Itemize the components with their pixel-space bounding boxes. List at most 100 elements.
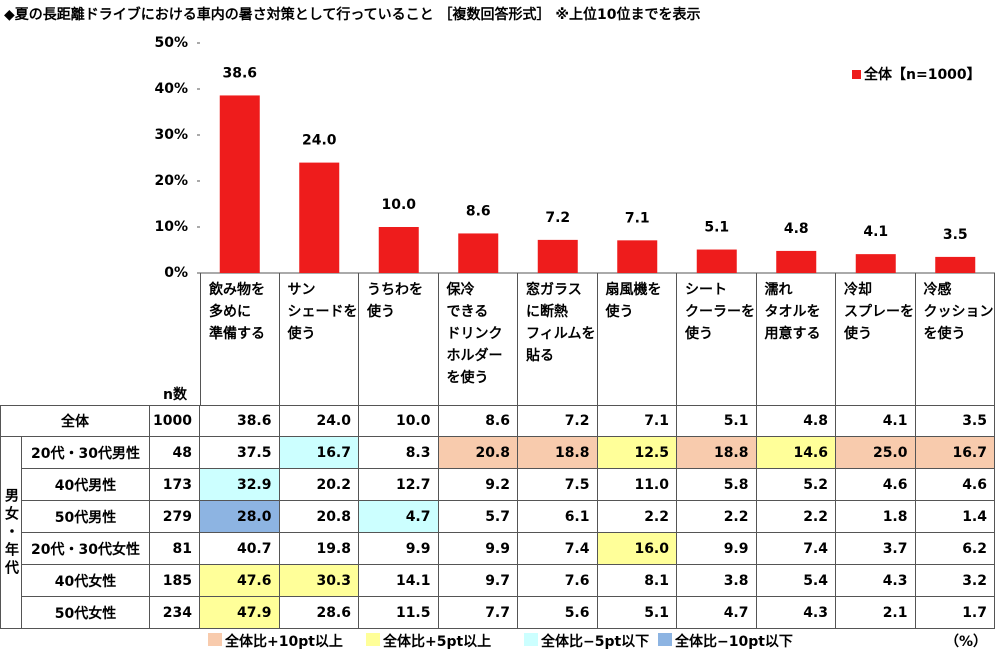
table-value: 4.7 <box>359 501 439 533</box>
n-value: 1000 <box>150 405 200 437</box>
legend-label: 全体比+5pt以上 <box>383 634 492 650</box>
table-value: 37.5 <box>200 437 280 469</box>
value-label: 7.1 <box>625 210 650 226</box>
table-value: 4.7 <box>677 597 757 629</box>
value-label: 8.6 <box>466 203 491 219</box>
table-value: 3.5 <box>915 405 995 437</box>
table-value: 16.0 <box>597 533 677 565</box>
table-value: 12.7 <box>359 469 439 501</box>
table-value: 5.8 <box>677 469 757 501</box>
table-value: 4.6 <box>915 469 995 501</box>
n-value: 81 <box>150 533 200 565</box>
table-value: 38.6 <box>200 405 280 437</box>
bar <box>537 239 578 273</box>
table-value: 7.5 <box>518 469 598 501</box>
value-label: 38.6 <box>222 65 257 81</box>
table-value: 2.2 <box>677 501 757 533</box>
legend-label: 全体【n=1000】 <box>863 66 981 83</box>
group-label: 男女・年代 <box>0 437 22 629</box>
table-value: 18.8 <box>518 437 598 469</box>
table-value: 6.2 <box>915 533 995 565</box>
table-value: 7.4 <box>756 533 836 565</box>
row-label: 50代女性 <box>22 597 150 629</box>
table-value: 40.7 <box>200 533 280 565</box>
category-label: 飲み物を 多めに 準備する <box>200 273 280 405</box>
value-label: 10.0 <box>381 197 416 213</box>
table-value: 9.7 <box>438 565 518 597</box>
table-value: 16.7 <box>915 437 995 469</box>
table-value: 7.1 <box>597 405 677 437</box>
category-label: うちわを 使う <box>359 273 439 405</box>
table-value: 18.8 <box>677 437 757 469</box>
table-value: 5.6 <box>518 597 598 629</box>
legend-swatch <box>524 633 538 646</box>
n-value: 234 <box>150 597 200 629</box>
table-value: 24.0 <box>279 405 359 437</box>
table-value: 2.2 <box>756 501 836 533</box>
bar <box>299 162 340 273</box>
table-value: 20.8 <box>438 437 518 469</box>
category-label: サン シェードを 使う <box>280 273 359 405</box>
table-value: 30.3 <box>279 565 359 597</box>
y-tick-label: 30% <box>154 127 188 143</box>
table-value: 9.9 <box>677 533 757 565</box>
value-label: 4.8 <box>784 221 809 237</box>
bar <box>378 227 419 273</box>
table-value: 28.0 <box>200 501 280 533</box>
table-value: 5.7 <box>438 501 518 533</box>
row-label: 40代女性 <box>22 565 150 597</box>
category-label: 保冷 できる ドリンク ホルダー を使う <box>439 273 518 405</box>
table-value: 12.5 <box>597 437 677 469</box>
table-value: 6.1 <box>518 501 598 533</box>
table-value: 4.1 <box>836 405 916 437</box>
value-label: 4.1 <box>863 224 888 240</box>
table-value: 16.7 <box>279 437 359 469</box>
table-value: 4.3 <box>836 565 916 597</box>
table-value: 32.9 <box>200 469 280 501</box>
table-value: 14.1 <box>359 565 439 597</box>
legend-label: 全体比−5pt以下 <box>541 634 650 650</box>
n-value: 48 <box>150 437 200 469</box>
table-value: 8.3 <box>359 437 439 469</box>
row-label: 20代・30代男性 <box>22 437 150 469</box>
y-tick-label: 50% <box>154 35 188 51</box>
legend-swatch <box>208 633 222 646</box>
table-value: 11.0 <box>597 469 677 501</box>
legend-label: 全体比+10pt以上 <box>225 634 343 650</box>
bar <box>458 233 499 273</box>
category-label: 濡れ タオルを 用意する <box>757 273 836 405</box>
table-value: 7.6 <box>518 565 598 597</box>
bar <box>776 250 817 273</box>
table-value: 20.8 <box>279 501 359 533</box>
y-tick-label: 20% <box>154 173 188 189</box>
category-label: シート クーラーを 使う <box>677 273 757 405</box>
y-tick-label: 0% <box>164 265 188 280</box>
y-tick-label: 40% <box>154 81 188 97</box>
n-value: 173 <box>150 469 200 501</box>
table-value: 9.2 <box>438 469 518 501</box>
category-label: 扇風機を 使う <box>598 273 677 405</box>
value-label: 7.2 <box>545 210 570 226</box>
table-value: 14.6 <box>756 437 836 469</box>
table-value: 28.6 <box>279 597 359 629</box>
legend-swatch <box>852 70 861 79</box>
table-value: 1.4 <box>915 501 995 533</box>
row-label: 50代男性 <box>22 501 150 533</box>
value-label: 3.5 <box>943 227 968 243</box>
table-value: 3.7 <box>836 533 916 565</box>
row-label: 20代・30代女性 <box>22 533 150 565</box>
table-value: 9.9 <box>359 533 439 565</box>
value-label: 5.1 <box>704 220 729 236</box>
table-value: 4.6 <box>836 469 916 501</box>
bar <box>617 240 658 273</box>
n-value: 185 <box>150 565 200 597</box>
table-value: 47.9 <box>200 597 280 629</box>
table-value: 5.2 <box>756 469 836 501</box>
table-value: 20.2 <box>279 469 359 501</box>
table-value: 11.5 <box>359 597 439 629</box>
legend-swatch <box>366 633 380 646</box>
n-header: n数 <box>163 387 187 403</box>
table-value: 4.8 <box>756 405 836 437</box>
table-value: 5.4 <box>756 565 836 597</box>
category-label: 窓ガラス に断熱 フィルムを 貼る <box>518 273 598 405</box>
